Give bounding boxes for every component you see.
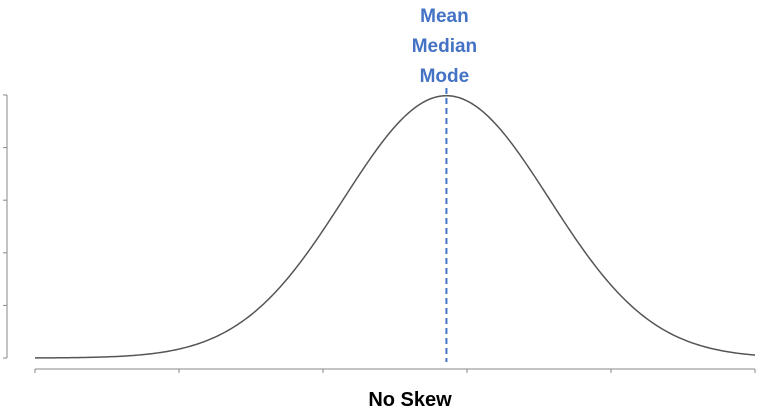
chart-title: No Skew — [368, 389, 452, 411]
annotation-layer: Mean Median Mode — [412, 6, 477, 362]
series-layer — [34, 94, 756, 359]
y-axis — [3, 94, 8, 359]
x-axis — [34, 368, 756, 373]
annotation-label-mode: Mode — [420, 66, 470, 87]
distribution-curve — [34, 94, 756, 359]
annotation-label-mean: Mean — [420, 6, 469, 27]
annotation-label-median: Median — [412, 36, 477, 57]
